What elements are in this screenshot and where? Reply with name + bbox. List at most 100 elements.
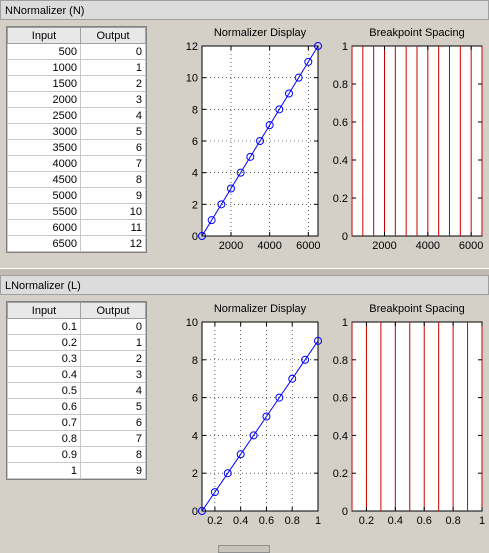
input-cell[interactable]: 0.2 xyxy=(7,334,81,351)
breakpoint-table[interactable]: Input Output 500 0 1000 1 1500 2 2000 3 2500 4 300… xyxy=(6,26,147,253)
table-row[interactable]: 0.1 0 xyxy=(7,318,146,335)
data-point xyxy=(223,469,232,478)
table-row[interactable]: 2500 4 xyxy=(7,107,146,124)
x-tick-label: 2000 xyxy=(219,240,243,252)
data-point xyxy=(265,121,274,130)
output-cell[interactable]: 6 xyxy=(80,414,146,431)
input-cell[interactable]: 0.1 xyxy=(7,318,81,335)
output-cell[interactable]: 12 xyxy=(80,235,146,252)
data-point xyxy=(236,168,245,177)
y-tick-label: 0.2 xyxy=(333,468,348,480)
output-cell[interactable]: 7 xyxy=(80,155,146,172)
x-tick-label: 1 xyxy=(479,515,485,527)
output-column-header[interactable]: Output xyxy=(80,302,146,319)
panel-title: NNormalizer (N) xyxy=(0,0,489,20)
input-cell[interactable]: 0.8 xyxy=(7,430,81,447)
output-cell[interactable]: 5 xyxy=(80,123,146,140)
x-tick-label: 6000 xyxy=(459,240,483,252)
table-row[interactable]: 0.3 2 xyxy=(7,350,146,367)
data-point xyxy=(246,152,255,161)
input-cell[interactable]: 6500 xyxy=(7,235,81,252)
y-tick-label: 0 xyxy=(192,506,198,518)
table-row[interactable]: 4000 7 xyxy=(7,155,146,172)
plot-area xyxy=(351,321,483,512)
data-point xyxy=(275,393,284,402)
table-row[interactable]: 2000 3 xyxy=(7,91,146,108)
table-row[interactable]: 0.4 3 xyxy=(7,366,146,383)
output-cell[interactable]: 9 xyxy=(80,462,146,479)
table-row[interactable]: 4500 8 xyxy=(7,171,146,188)
table-row[interactable]: 0.2 1 xyxy=(7,334,146,351)
output-cell[interactable]: 10 xyxy=(80,203,146,220)
table-row[interactable]: 0.9 8 xyxy=(7,446,146,463)
x-tick-label: 0.8 xyxy=(285,515,300,527)
table-row[interactable]: 6000 11 xyxy=(7,219,146,236)
y-tick-label: 0.4 xyxy=(333,155,348,167)
data-point xyxy=(210,488,219,497)
data-point xyxy=(236,450,245,459)
input-cell[interactable]: 2000 xyxy=(7,91,81,108)
table-row[interactable]: 0.7 6 xyxy=(7,414,146,431)
resize-grip[interactable] xyxy=(218,545,270,553)
output-cell[interactable]: 3 xyxy=(80,366,146,383)
output-cell[interactable]: 7 xyxy=(80,430,146,447)
data-point xyxy=(301,355,310,364)
input-cell[interactable]: 1 xyxy=(7,462,81,479)
x-tick-label: 0.2 xyxy=(359,515,374,527)
input-cell[interactable]: 0.7 xyxy=(7,414,81,431)
y-tick-label: 0.8 xyxy=(333,79,348,91)
y-tick-label: 0.6 xyxy=(333,117,348,129)
breakpoint-table[interactable]: Input Output 0.1 0 0.2 1 0.3 2 0.4 3 0.5 4 0.6 5 0.7… xyxy=(6,301,147,480)
table-row[interactable]: 1000 1 xyxy=(7,59,146,76)
y-tick-label: 0 xyxy=(192,231,198,243)
output-cell[interactable]: 4 xyxy=(80,107,146,124)
table-row[interactable]: 5500 10 xyxy=(7,203,146,220)
input-cell[interactable]: 3000 xyxy=(7,123,81,140)
data-point xyxy=(256,137,264,145)
y-tick-label: 2 xyxy=(192,468,198,480)
data-point xyxy=(227,184,235,193)
input-cell[interactable]: 0.4 xyxy=(7,366,81,383)
table-row[interactable]: 3000 5 xyxy=(7,123,146,140)
output-column-header[interactable]: Output xyxy=(80,27,146,44)
output-cell[interactable]: 1 xyxy=(80,334,146,351)
plot-area xyxy=(201,321,319,512)
table-row[interactable]: 3500 6 xyxy=(7,139,146,156)
output-cell[interactable]: 8 xyxy=(80,446,146,463)
input-cell[interactable]: 5000 xyxy=(7,187,81,204)
input-cell[interactable]: 2500 xyxy=(7,107,81,124)
data-point xyxy=(217,200,226,209)
x-tick-label: 0.4 xyxy=(388,515,403,527)
chart-title: Breakpoint Spacing xyxy=(369,303,464,315)
y-tick-label: 10 xyxy=(186,317,198,329)
data-point xyxy=(207,216,216,225)
output-cell[interactable]: 2 xyxy=(80,350,146,367)
x-tick-label: 4000 xyxy=(257,240,281,252)
data-point xyxy=(249,431,258,440)
nnormalizer-panel: NNormalizer (N) Input Output 500 0 1000 1 15… xyxy=(0,0,489,268)
table-row[interactable]: 0.6 5 xyxy=(7,398,146,415)
input-cell[interactable]: 0.6 xyxy=(7,398,81,415)
input-cell[interactable]: 6000 xyxy=(7,219,81,236)
chart-title: Normalizer Display xyxy=(214,303,307,315)
table-row[interactable]: 6500 12 xyxy=(7,235,146,252)
y-tick-label: 2 xyxy=(192,199,198,211)
output-cell[interactable]: 1 xyxy=(80,59,146,76)
table-row[interactable]: 0.8 7 xyxy=(7,430,146,447)
output-cell[interactable]: 5 xyxy=(80,398,146,415)
data-point xyxy=(314,336,322,345)
input-cell[interactable]: 1000 xyxy=(7,59,81,76)
series-line xyxy=(201,45,319,237)
x-tick-label: 1 xyxy=(315,515,321,527)
output-cell[interactable]: 3 xyxy=(80,91,146,108)
y-tick-label: 1 xyxy=(342,317,348,329)
output-cell[interactable]: 0 xyxy=(80,318,146,335)
input-cell[interactable]: 4500 xyxy=(7,171,81,188)
data-point xyxy=(275,105,284,114)
output-cell[interactable]: 2 xyxy=(80,75,146,92)
x-tick-label: 2000 xyxy=(372,240,396,252)
output-cell[interactable]: 6 xyxy=(80,139,146,156)
output-cell[interactable]: 4 xyxy=(80,382,146,399)
